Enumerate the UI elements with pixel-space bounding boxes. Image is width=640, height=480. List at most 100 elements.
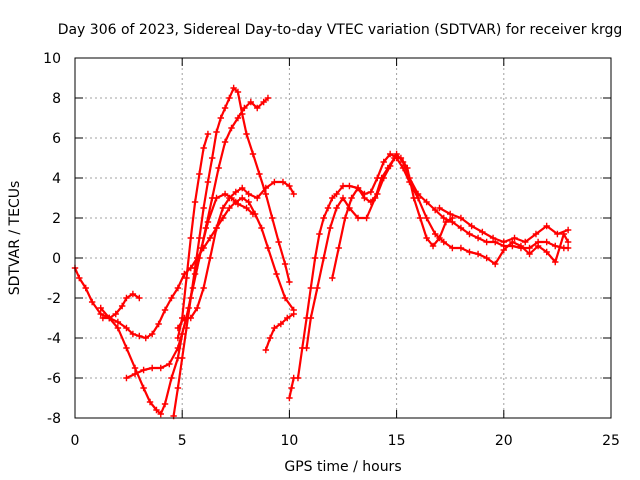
data-point bbox=[339, 182, 347, 190]
data-point bbox=[273, 270, 280, 278]
data-point bbox=[243, 130, 250, 138]
data-point bbox=[393, 154, 400, 162]
data-point bbox=[543, 238, 550, 246]
data-point bbox=[217, 114, 224, 122]
data-point bbox=[449, 244, 456, 252]
data-point bbox=[131, 364, 139, 372]
data-point bbox=[97, 310, 104, 318]
data-point bbox=[123, 374, 130, 382]
data-point bbox=[114, 318, 122, 326]
data-point bbox=[256, 170, 263, 178]
data-point bbox=[416, 214, 424, 222]
data-point bbox=[532, 230, 540, 238]
data-point bbox=[129, 330, 137, 338]
data-point bbox=[333, 190, 340, 198]
series-arc-1 bbox=[71, 190, 257, 418]
data-point bbox=[136, 332, 143, 340]
y-tick-label: 0 bbox=[52, 251, 61, 267]
data-point bbox=[314, 284, 321, 292]
data-point bbox=[118, 302, 126, 310]
y-tick-label: 4 bbox=[52, 171, 61, 187]
data-point bbox=[483, 238, 490, 246]
data-point bbox=[341, 214, 349, 222]
data-point bbox=[307, 284, 315, 292]
data-point bbox=[429, 242, 437, 250]
data-point bbox=[271, 178, 278, 186]
chart-title: Day 306 of 2023, Sidereal Day-to-day VTE… bbox=[58, 22, 623, 38]
data-point bbox=[213, 128, 220, 136]
y-tick-label: -6 bbox=[47, 371, 61, 387]
data-point bbox=[221, 138, 229, 146]
data-point bbox=[466, 248, 473, 256]
data-point bbox=[206, 254, 214, 262]
data-point bbox=[466, 230, 473, 238]
y-tick-label: 2 bbox=[52, 211, 61, 227]
data-point bbox=[399, 164, 407, 172]
data-point bbox=[146, 398, 154, 406]
data-point bbox=[200, 144, 207, 152]
data-point bbox=[215, 164, 222, 172]
data-point bbox=[457, 214, 465, 222]
series-line bbox=[172, 86, 291, 418]
data-point bbox=[239, 184, 246, 192]
data-point bbox=[468, 222, 475, 230]
data-point bbox=[191, 264, 199, 272]
series-line bbox=[73, 192, 255, 416]
data-point bbox=[275, 238, 282, 246]
y-tick-label: -8 bbox=[47, 411, 61, 427]
data-point bbox=[288, 384, 295, 392]
data-point bbox=[511, 234, 518, 242]
data-point bbox=[153, 406, 160, 414]
data-point bbox=[457, 244, 465, 252]
data-point bbox=[543, 248, 550, 256]
y-axis-label: SDTVAR / TECUs bbox=[7, 181, 23, 296]
data-point bbox=[320, 254, 327, 262]
data-point bbox=[354, 184, 362, 192]
data-point bbox=[249, 150, 257, 158]
data-point bbox=[209, 194, 216, 202]
data-point bbox=[213, 224, 220, 232]
data-point bbox=[517, 242, 525, 250]
data-point bbox=[148, 364, 156, 372]
data-point bbox=[281, 260, 289, 268]
data-point bbox=[174, 324, 182, 332]
data-point bbox=[161, 400, 169, 408]
data-point bbox=[311, 254, 319, 262]
data-point bbox=[206, 234, 214, 242]
series-arc-8 bbox=[262, 310, 297, 354]
data-point bbox=[262, 190, 270, 198]
data-point bbox=[88, 298, 96, 306]
data-point bbox=[329, 274, 336, 282]
data-point bbox=[161, 306, 169, 314]
data-point bbox=[431, 206, 439, 214]
data-point bbox=[166, 360, 173, 368]
y-tick-label: -2 bbox=[47, 291, 61, 307]
data-point bbox=[386, 150, 394, 158]
data-point bbox=[200, 284, 207, 292]
data-point bbox=[226, 204, 233, 212]
data-point bbox=[348, 194, 355, 202]
data-point bbox=[221, 190, 229, 198]
y-tick-labels: -8 -6 -4 -2 0 2 4 6 8 10 bbox=[43, 51, 61, 427]
data-point bbox=[254, 104, 261, 112]
data-point bbox=[264, 94, 272, 102]
data-point bbox=[140, 366, 147, 374]
data-point bbox=[266, 334, 274, 342]
x-tick-label: 25 bbox=[602, 433, 620, 449]
y-tick-label: -4 bbox=[47, 331, 61, 347]
data-point bbox=[140, 384, 147, 392]
data-point bbox=[284, 314, 291, 322]
data-point bbox=[243, 204, 250, 212]
data-point bbox=[174, 284, 182, 292]
data-point bbox=[97, 304, 104, 312]
data-point bbox=[148, 330, 156, 338]
series-arc-4 bbox=[123, 94, 272, 382]
data-point bbox=[286, 394, 293, 402]
data-point bbox=[500, 246, 507, 254]
data-point bbox=[281, 294, 289, 302]
x-tick-label: 5 bbox=[178, 433, 187, 449]
data-point bbox=[204, 130, 212, 138]
data-point bbox=[136, 294, 143, 302]
data-point bbox=[326, 224, 334, 232]
x-tick-labels: 0 5 10 15 20 25 bbox=[71, 433, 620, 449]
